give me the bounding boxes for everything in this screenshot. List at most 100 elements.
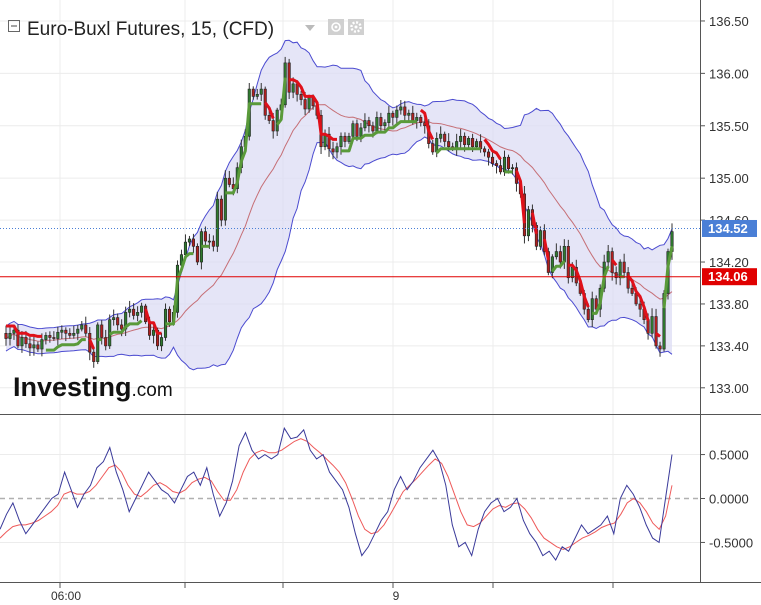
chart-header: Euro-Buxl Futures, 15, (CFD) [8,19,364,40]
chart-title: Euro-Buxl Futures, 15, (CFD) [27,19,274,40]
candle-body [494,163,499,166]
price-axis[interactable]: 136.50136.00135.50135.00134.60134.20133.… [700,14,749,396]
last-price-label: 134.52 [708,221,748,236]
candle-body [411,112,415,121]
caret-down-icon[interactable] [305,25,315,31]
candle-body [167,308,172,323]
time-axis[interactable]: 06:00 9 [51,583,614,603]
candle-body [566,246,570,279]
candle-body [634,293,638,305]
candle-body [56,331,60,339]
supertrend-down-segment [6,324,42,338]
candle-body [614,272,618,279]
supertrend-up-segment [435,147,481,155]
price-axis-tick-label: 136.00 [709,66,749,81]
candle-body [590,298,594,320]
candle-body [211,240,215,247]
candle-body [207,240,211,243]
supertrend-down-segment [88,339,96,350]
time-axis-tick-label: 9 [393,589,400,603]
price-axis-tick-label: 134.20 [709,255,749,270]
candle-body [140,305,144,313]
candle-body [658,345,662,350]
candle-body [391,112,395,118]
supertrend-down-segment [144,308,162,335]
candle-body [387,112,391,123]
candle-body [498,165,503,173]
supertrend-up-segment [662,246,674,309]
oscillator-fast-line [0,426,673,561]
candle-body [32,344,36,349]
candle-body [622,261,626,273]
candle-body [367,120,371,127]
candle-body [407,112,411,116]
oscillator-slow-line [0,438,673,551]
candle-body [72,332,76,336]
oscillator-panel[interactable] [0,415,700,582]
price-panel[interactable] [0,0,700,414]
level-price-label: 134.06 [708,269,748,284]
candle-body [534,225,538,247]
candle-body [586,308,590,320]
price-axis-tick-label: 136.50 [709,14,749,29]
candle-body [351,123,355,137]
candle-body [219,198,223,221]
candle-body [80,324,84,330]
supertrend-up-segment [45,338,86,352]
candle-body [654,316,658,347]
candle-body [271,120,275,132]
oscillator-gridlines [0,415,700,582]
candle-body [259,88,263,95]
candle-body [84,324,88,334]
candle-body [183,241,187,255]
candle-body [546,251,550,273]
candle-body [40,339,44,350]
candle-body [558,251,562,263]
candle-body [96,324,100,362]
candle-body [132,308,136,316]
candle-body [100,324,104,338]
candle-body [24,337,28,345]
minus-square-icon[interactable] [8,20,20,32]
candle-body [20,337,24,347]
candle-body [618,261,622,279]
last-price-badge: 134.52 [702,219,757,237]
supertrend-indicator [6,77,674,352]
candle-body [152,329,156,336]
bollinger-band-fill [6,40,672,370]
candle-body [215,198,219,247]
supertrend-down-segment [655,332,661,338]
candle-body [355,123,359,137]
candle-body [307,97,311,110]
candle-body [459,135,463,142]
price-axis-tick-label: 135.50 [709,119,749,134]
time-axis-tick-label: 06:00 [51,589,81,603]
candle-body [510,167,515,170]
candle-body [92,351,96,362]
candle-body [363,120,367,129]
candle-body [626,272,630,289]
candle-body [64,329,68,334]
candle-body [491,156,495,164]
bollinger-upper-line [5,39,673,330]
candle-body [506,156,511,170]
supertrend-down-segment [626,274,650,322]
candle-body [650,316,654,334]
candle-body [550,256,554,273]
candle-body [403,106,407,116]
candle-body [419,117,423,123]
candle-body [8,332,12,339]
candle-body [630,287,634,294]
candle-body [4,332,8,339]
gear-icon[interactable] [348,19,364,35]
eye-icon[interactable] [328,19,344,35]
candle-body [335,146,339,153]
candle-body [28,343,32,349]
candle-body [331,148,335,153]
price-axis-tick-label: 135.00 [709,171,749,186]
price-axis-tick-label: 133.00 [709,381,749,396]
price-axis-tick-label: 133.80 [709,297,749,312]
oscillator-axis[interactable]: 0.5000 0.0000 -0.5000 [700,448,753,551]
supertrend-down-segment [515,170,526,224]
